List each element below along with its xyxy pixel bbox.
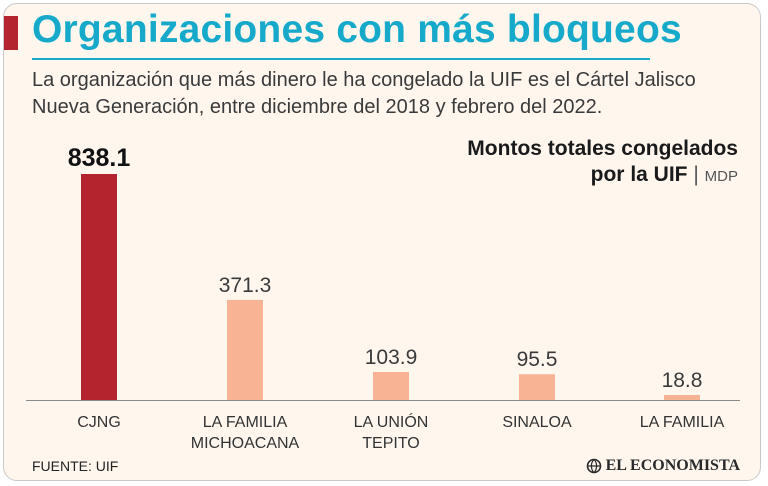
bar-0	[81, 174, 117, 400]
publisher-name: EL ECONOMISTA	[605, 457, 740, 474]
chart-title: Organizaciones con más bloqueos	[32, 8, 682, 51]
bar-3	[519, 374, 555, 400]
value-label-1: 371.3	[219, 274, 272, 297]
chart-subtitle: La organización que más dinero le ha con…	[32, 69, 696, 118]
source-note: FUENTE: UIF	[32, 458, 119, 474]
category-label-3-0: SINALOA	[502, 414, 572, 431]
value-label-0: 838.1	[68, 144, 131, 172]
globe-icon	[586, 458, 601, 474]
bar-chart: 838.1 CJNG 371.3 LA FAMILIA MICHOACANA 103.9 L…	[26, 144, 740, 452]
title-accent-bar	[4, 16, 18, 50]
infographic-card: Organizaciones con más bloqueos La organ…	[3, 3, 761, 481]
category-label-0-0: CJNG	[77, 414, 121, 431]
measure-label: Montos totales congelados por la UIF | M…	[467, 136, 738, 190]
measure-unit: MDP	[704, 168, 738, 185]
bar-4	[664, 394, 700, 400]
category-label-1-1: MICHOACANA	[191, 435, 300, 452]
category-label-4-0: LA FAMILIA	[640, 414, 725, 431]
measure-line-1: Montos totales congelados	[467, 137, 738, 160]
measure-separator: |	[693, 163, 699, 186]
value-label-2: 103.9	[365, 346, 418, 369]
publisher-logo: EL ECONOMISTA	[586, 457, 740, 475]
measure-line-2: por la UIF | MDP	[467, 162, 738, 190]
value-label-4: 18.8	[662, 369, 703, 392]
category-label-2-0: LA UNIÓN	[354, 412, 429, 431]
category-label-2-1: TEPITO	[362, 435, 420, 452]
value-label-3: 95.5	[517, 348, 558, 371]
title-underline	[32, 58, 650, 60]
category-label-1-0: LA FAMILIA	[203, 414, 288, 431]
bar-2	[373, 371, 409, 400]
measure-line-2-text: por la UIF	[590, 163, 688, 186]
bar-1	[227, 299, 263, 400]
